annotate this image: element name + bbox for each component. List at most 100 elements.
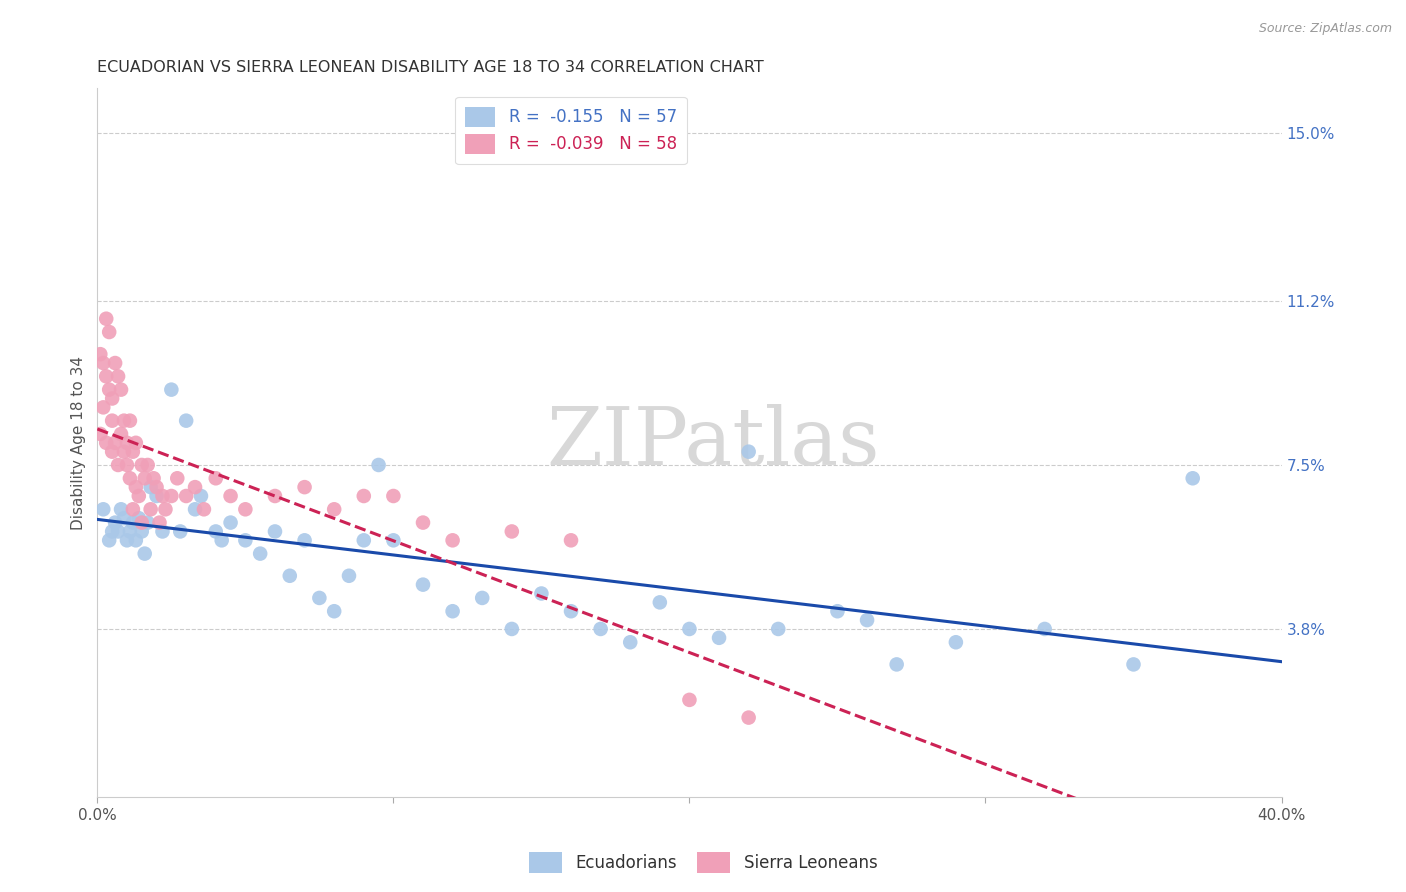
Point	[886, 657, 908, 672]
Point	[589, 622, 612, 636]
Point	[382, 489, 405, 503]
Point	[115, 435, 138, 450]
Point	[152, 524, 174, 539]
Point	[152, 489, 174, 503]
Point	[530, 586, 553, 600]
Point	[560, 604, 582, 618]
Text: Source: ZipAtlas.com: Source: ZipAtlas.com	[1258, 22, 1392, 36]
Point	[353, 533, 375, 548]
Point	[264, 489, 287, 503]
Point	[737, 710, 759, 724]
Point	[91, 502, 114, 516]
Point	[101, 444, 124, 458]
Y-axis label: Disability Age 18 to 34: Disability Age 18 to 34	[72, 356, 86, 530]
Point	[125, 435, 148, 450]
Point	[118, 471, 141, 485]
Point	[174, 414, 197, 428]
Point	[190, 489, 212, 503]
Legend: Ecuadorians, Sierra Leoneans: Ecuadorians, Sierra Leoneans	[522, 846, 884, 880]
Point	[160, 489, 183, 503]
Point	[128, 489, 150, 503]
Point	[294, 533, 316, 548]
Point	[441, 533, 464, 548]
Point	[323, 604, 346, 618]
Point	[107, 524, 129, 539]
Point	[125, 480, 148, 494]
Point	[89, 426, 111, 441]
Point	[139, 480, 162, 494]
Point	[235, 533, 257, 548]
Point	[249, 547, 271, 561]
Point	[353, 489, 375, 503]
Point	[501, 524, 523, 539]
Point	[107, 369, 129, 384]
Point	[184, 480, 207, 494]
Point	[96, 435, 118, 450]
Point	[101, 414, 124, 428]
Point	[367, 458, 389, 472]
Text: ECUADORIAN VS SIERRA LEONEAN DISABILITY AGE 18 TO 34 CORRELATION CHART: ECUADORIAN VS SIERRA LEONEAN DISABILITY …	[97, 60, 763, 75]
Point	[131, 516, 153, 530]
Point	[134, 471, 156, 485]
Point	[104, 516, 127, 530]
Point	[115, 458, 138, 472]
Point	[1033, 622, 1056, 636]
Point	[678, 622, 700, 636]
Point	[737, 444, 759, 458]
Point	[134, 547, 156, 561]
Point	[125, 533, 148, 548]
Point	[235, 502, 257, 516]
Point	[89, 347, 111, 361]
Point	[112, 444, 135, 458]
Point	[768, 622, 790, 636]
Legend: R =  -0.155   N = 57, R =  -0.039   N = 58: R = -0.155 N = 57, R = -0.039 N = 58	[456, 96, 686, 164]
Point	[136, 458, 159, 472]
Point	[155, 502, 177, 516]
Point	[211, 533, 233, 548]
Point	[91, 401, 114, 415]
Point	[110, 426, 132, 441]
Point	[308, 591, 330, 605]
Point	[104, 435, 127, 450]
Point	[412, 516, 434, 530]
Point	[110, 502, 132, 516]
Point	[145, 480, 167, 494]
Point	[619, 635, 641, 649]
Point	[139, 502, 162, 516]
Point	[101, 392, 124, 406]
Point	[294, 480, 316, 494]
Point	[678, 693, 700, 707]
Point	[131, 458, 153, 472]
Point	[122, 444, 145, 458]
Point	[112, 414, 135, 428]
Point	[122, 516, 145, 530]
Point	[96, 369, 118, 384]
Point	[560, 533, 582, 548]
Point	[827, 604, 849, 618]
Point	[169, 524, 191, 539]
Point	[112, 511, 135, 525]
Point	[184, 502, 207, 516]
Point	[98, 533, 121, 548]
Point	[122, 502, 145, 516]
Point	[107, 458, 129, 472]
Point	[219, 516, 242, 530]
Point	[148, 516, 170, 530]
Point	[264, 524, 287, 539]
Point	[98, 383, 121, 397]
Point	[193, 502, 215, 516]
Point	[160, 383, 183, 397]
Point	[98, 325, 121, 339]
Point	[501, 622, 523, 636]
Point	[136, 516, 159, 530]
Point	[382, 533, 405, 548]
Point	[648, 595, 671, 609]
Point	[131, 524, 153, 539]
Point	[110, 383, 132, 397]
Point	[1122, 657, 1144, 672]
Point	[707, 631, 730, 645]
Point	[412, 577, 434, 591]
Point	[115, 533, 138, 548]
Point	[174, 489, 197, 503]
Point	[118, 524, 141, 539]
